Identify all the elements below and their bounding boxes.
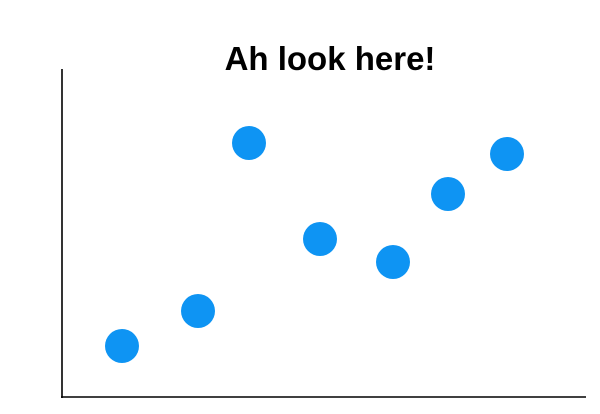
scatter-point: [490, 137, 524, 171]
data-points: [105, 126, 524, 363]
scatter-point: [232, 126, 266, 160]
scatter-point: [105, 329, 139, 363]
scatter-point: [181, 294, 215, 328]
scatter-point: [431, 177, 465, 211]
chart-title: Ah look here!: [225, 40, 436, 77]
scatter-point: [376, 245, 410, 279]
scatter-point: [303, 222, 337, 256]
